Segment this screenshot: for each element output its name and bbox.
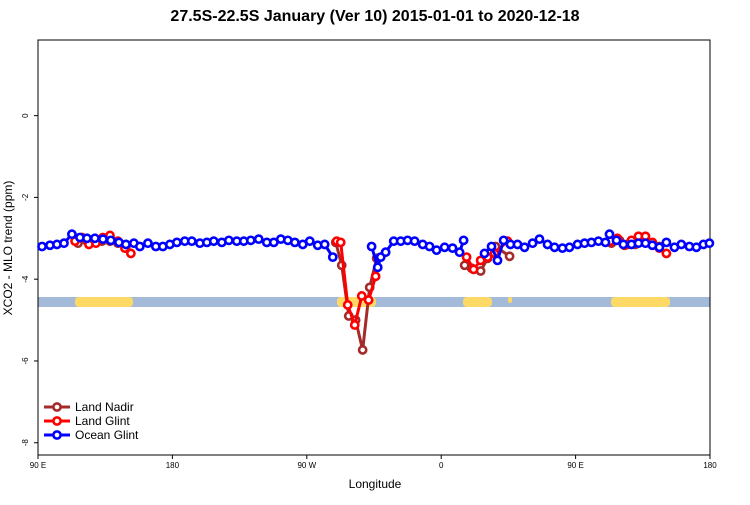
data-point [676,239,687,250]
data-point [319,239,330,250]
data-point [372,262,383,273]
data-point [37,241,47,252]
land-band [463,297,492,307]
data-point [370,271,381,282]
data-point [468,264,479,275]
land-band [75,297,133,307]
data-point [654,242,665,253]
data-point [486,241,497,252]
y-tick-label: -4 [21,275,30,283]
legend-marker [52,430,62,440]
data-point [431,245,442,256]
y-tick-label: -8 [21,439,30,447]
legend-marker [52,402,62,412]
x-tick-label: 90 E [30,461,46,470]
data-point [134,241,145,252]
data-point [527,238,538,249]
data-point [125,248,136,259]
data-point [549,242,560,253]
data-point [357,345,368,355]
data-point [327,252,338,263]
x-tick-label: 0 [439,461,444,470]
legend-marker [52,416,62,426]
x-tick-label: 180 [166,461,180,470]
data-point [335,237,346,248]
data-point [82,233,92,244]
data-point [59,238,69,249]
y-tick-label: -2 [21,193,30,201]
legend-label: Land Glint [75,414,130,428]
data-point [504,251,515,262]
data-point [105,235,116,246]
data-point [304,236,315,247]
data-point [253,234,264,245]
data-point [661,237,672,248]
land-band [611,297,670,307]
data-point [618,239,629,250]
data-point [363,295,374,305]
data-point [409,236,420,247]
data-point [604,229,615,240]
data-point [186,236,197,247]
x-tick-label: 90 W [297,461,316,470]
data-point [458,235,469,246]
data-point [661,248,672,259]
data-point [342,300,353,310]
data-point [356,291,367,301]
data-point [208,236,219,247]
data-point [519,242,530,253]
data-point [66,229,77,240]
data-point [89,233,100,244]
data-point [121,239,131,250]
y-axis-label: XCO2 - MLO trend (ppm) [1,181,15,316]
data-point [564,242,575,253]
data-point [366,241,377,252]
x-tick-label: 90 E [567,461,583,470]
data-point [349,320,360,330]
data-point [245,235,256,246]
data-point [439,242,450,253]
data-point [143,238,153,249]
x-axis-label: Longitude [349,477,402,491]
data-point [289,237,300,248]
data-point [600,237,611,248]
y-tick-label: 0 [21,113,30,118]
data-point [534,234,545,245]
data-point [98,234,108,245]
data-point [223,235,234,246]
data-point [461,252,472,263]
data-point [498,235,509,246]
data-point [424,241,435,252]
data-point [454,247,465,258]
data-point [380,247,391,258]
data-point [611,235,622,246]
data-point [447,243,458,254]
chart-title: 27.5S-22.5S January (Ver 10) 2015-01-01 … [170,8,579,25]
y-tick-label: -6 [21,357,30,365]
data-point [479,248,490,259]
data-point [171,237,182,248]
land-band [508,297,512,303]
land-mask-band [38,297,710,307]
legend-label: Ocean Glint [75,428,139,442]
data-point [492,255,503,266]
data-point [704,238,715,249]
legend-label: Land Nadir [75,400,134,414]
x-tick-label: 180 [703,461,717,470]
